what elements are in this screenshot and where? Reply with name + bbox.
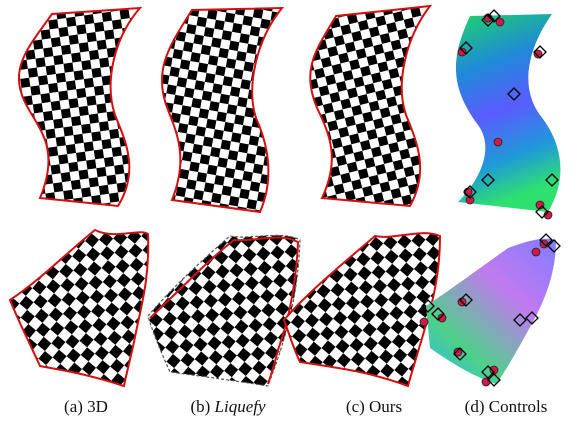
- diamond-control-icon: [481, 173, 495, 187]
- circle-control-icon: [535, 200, 545, 210]
- diamond-control-icon: [513, 313, 527, 327]
- caption-b-prefix: (b): [190, 397, 215, 416]
- diamond-control-icon: [453, 347, 467, 361]
- diamond-control-icon: [539, 233, 553, 247]
- caption-d-text: (d) Controls: [464, 397, 548, 416]
- circle-control-icon: [495, 17, 505, 27]
- control-markers-bottom: [419, 233, 561, 387]
- circle-control-icon: [457, 47, 467, 57]
- diamond-control-icon: [421, 299, 435, 313]
- panel-d-bottom: [419, 233, 561, 387]
- panel-c-bottom: [282, 232, 442, 388]
- circle-control-icon: [543, 210, 553, 220]
- caption-d: (d) Controls: [465, 397, 548, 417]
- diamond-control-icon: [535, 205, 549, 219]
- caption-c-text: (c) Ours: [345, 397, 403, 416]
- diamond-control-icon: [481, 365, 495, 379]
- caption-a: (a) 3D: [64, 397, 108, 417]
- control-markers-top: [457, 9, 559, 220]
- diamond-control-icon: [525, 311, 539, 325]
- circle-control-icon: [463, 187, 473, 197]
- diamond-control-icon: [507, 87, 521, 101]
- diamond-control-icon: [487, 373, 501, 387]
- diamond-control-icon: [463, 185, 477, 199]
- diamond-control-icon: [547, 239, 561, 253]
- circle-control-icon: [419, 317, 429, 327]
- panel-b-bottom: [147, 234, 301, 387]
- diamond-control-icon: [459, 41, 473, 55]
- caption-c: (c) Ours: [346, 397, 402, 417]
- panel-a-bottom: [8, 228, 150, 388]
- diamond-control-icon: [481, 13, 495, 27]
- panel-b-top: [160, 6, 285, 214]
- diamond-control-icon: [459, 293, 473, 307]
- panel-d-top: [455, 9, 561, 220]
- circle-control-icon: [465, 195, 475, 205]
- panel-a-top: [17, 6, 143, 208]
- diamond-control-icon: [545, 173, 559, 187]
- diamond-control-icon: [431, 307, 445, 321]
- circle-control-icon: [533, 49, 543, 59]
- diamond-control-icon: [487, 9, 501, 23]
- panel-c-top: [309, 4, 433, 208]
- diamond-control-icon: [533, 45, 547, 59]
- figure-panels: [8, 4, 561, 388]
- circle-control-icon: [437, 313, 447, 323]
- circle-control-icon: [493, 137, 503, 147]
- circle-control-icon: [531, 247, 541, 257]
- circle-control-icon: [453, 347, 463, 357]
- caption-b: (b) Liquefy: [190, 397, 265, 417]
- caption-b-name: Liquefy: [214, 397, 266, 416]
- caption-a-text: (a) 3D: [64, 397, 108, 416]
